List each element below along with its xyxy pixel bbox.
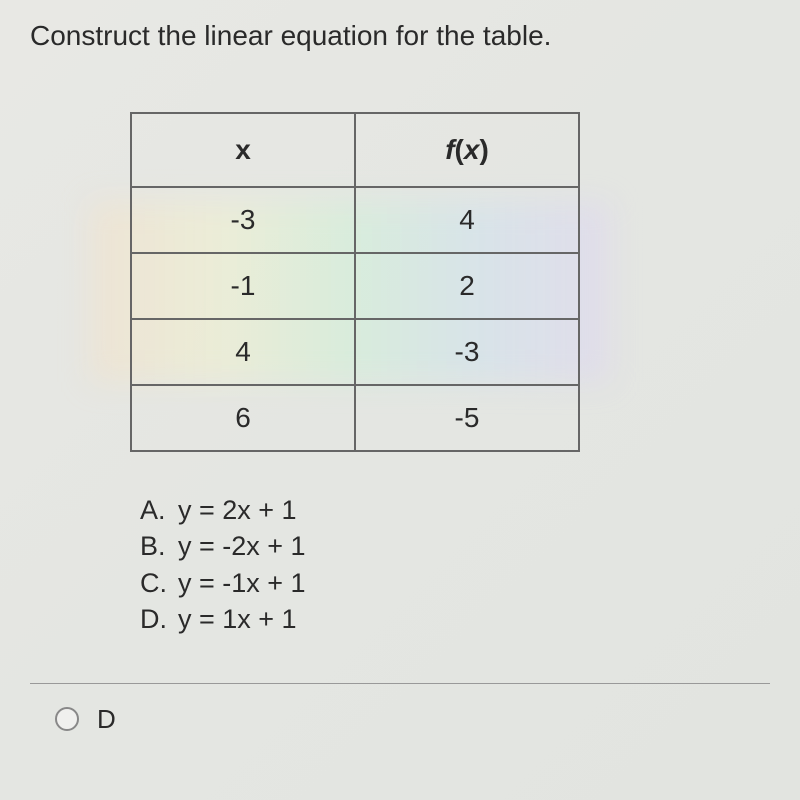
radio-label: D — [97, 704, 116, 735]
worksheet-page: Construct the linear equation for the ta… — [0, 0, 800, 755]
choice-equation: y = -2x + 1 — [178, 531, 306, 561]
choice-equation: y = 2x + 1 — [178, 495, 297, 525]
table-container: x f(x) -3 4 -1 2 4 -3 6 -5 — [130, 112, 770, 452]
choice-letter: A. — [140, 492, 178, 528]
answer-choices: A.y = 2x + 1 B.y = -2x + 1 C.y = -1x + 1… — [140, 492, 770, 638]
choice-b: B.y = -2x + 1 — [140, 528, 770, 564]
choice-letter: B. — [140, 528, 178, 564]
cell-x: -3 — [131, 187, 355, 253]
cell-x: -1 — [131, 253, 355, 319]
choice-letter: D. — [140, 601, 178, 637]
header-x: x — [131, 113, 355, 187]
cell-fx: 4 — [355, 187, 579, 253]
choice-letter: C. — [140, 565, 178, 601]
choice-c: C.y = -1x + 1 — [140, 565, 770, 601]
radio-button-icon[interactable] — [55, 707, 79, 731]
answer-option-d[interactable]: D — [55, 704, 770, 735]
section-divider — [30, 683, 770, 684]
cell-x: 6 — [131, 385, 355, 451]
choice-d: D.y = 1x + 1 — [140, 601, 770, 637]
cell-fx: -5 — [355, 385, 579, 451]
table-row: -3 4 — [131, 187, 579, 253]
data-table: x f(x) -3 4 -1 2 4 -3 6 -5 — [130, 112, 580, 452]
table-header-row: x f(x) — [131, 113, 579, 187]
table-row: -1 2 — [131, 253, 579, 319]
cell-x: 4 — [131, 319, 355, 385]
table-row: 4 -3 — [131, 319, 579, 385]
question-prompt: Construct the linear equation for the ta… — [30, 20, 770, 52]
cell-fx: -3 — [355, 319, 579, 385]
choice-a: A.y = 2x + 1 — [140, 492, 770, 528]
cell-fx: 2 — [355, 253, 579, 319]
choice-equation: y = -1x + 1 — [178, 568, 306, 598]
table-row: 6 -5 — [131, 385, 579, 451]
choice-equation: y = 1x + 1 — [178, 604, 297, 634]
header-fx: f(x) — [355, 113, 579, 187]
